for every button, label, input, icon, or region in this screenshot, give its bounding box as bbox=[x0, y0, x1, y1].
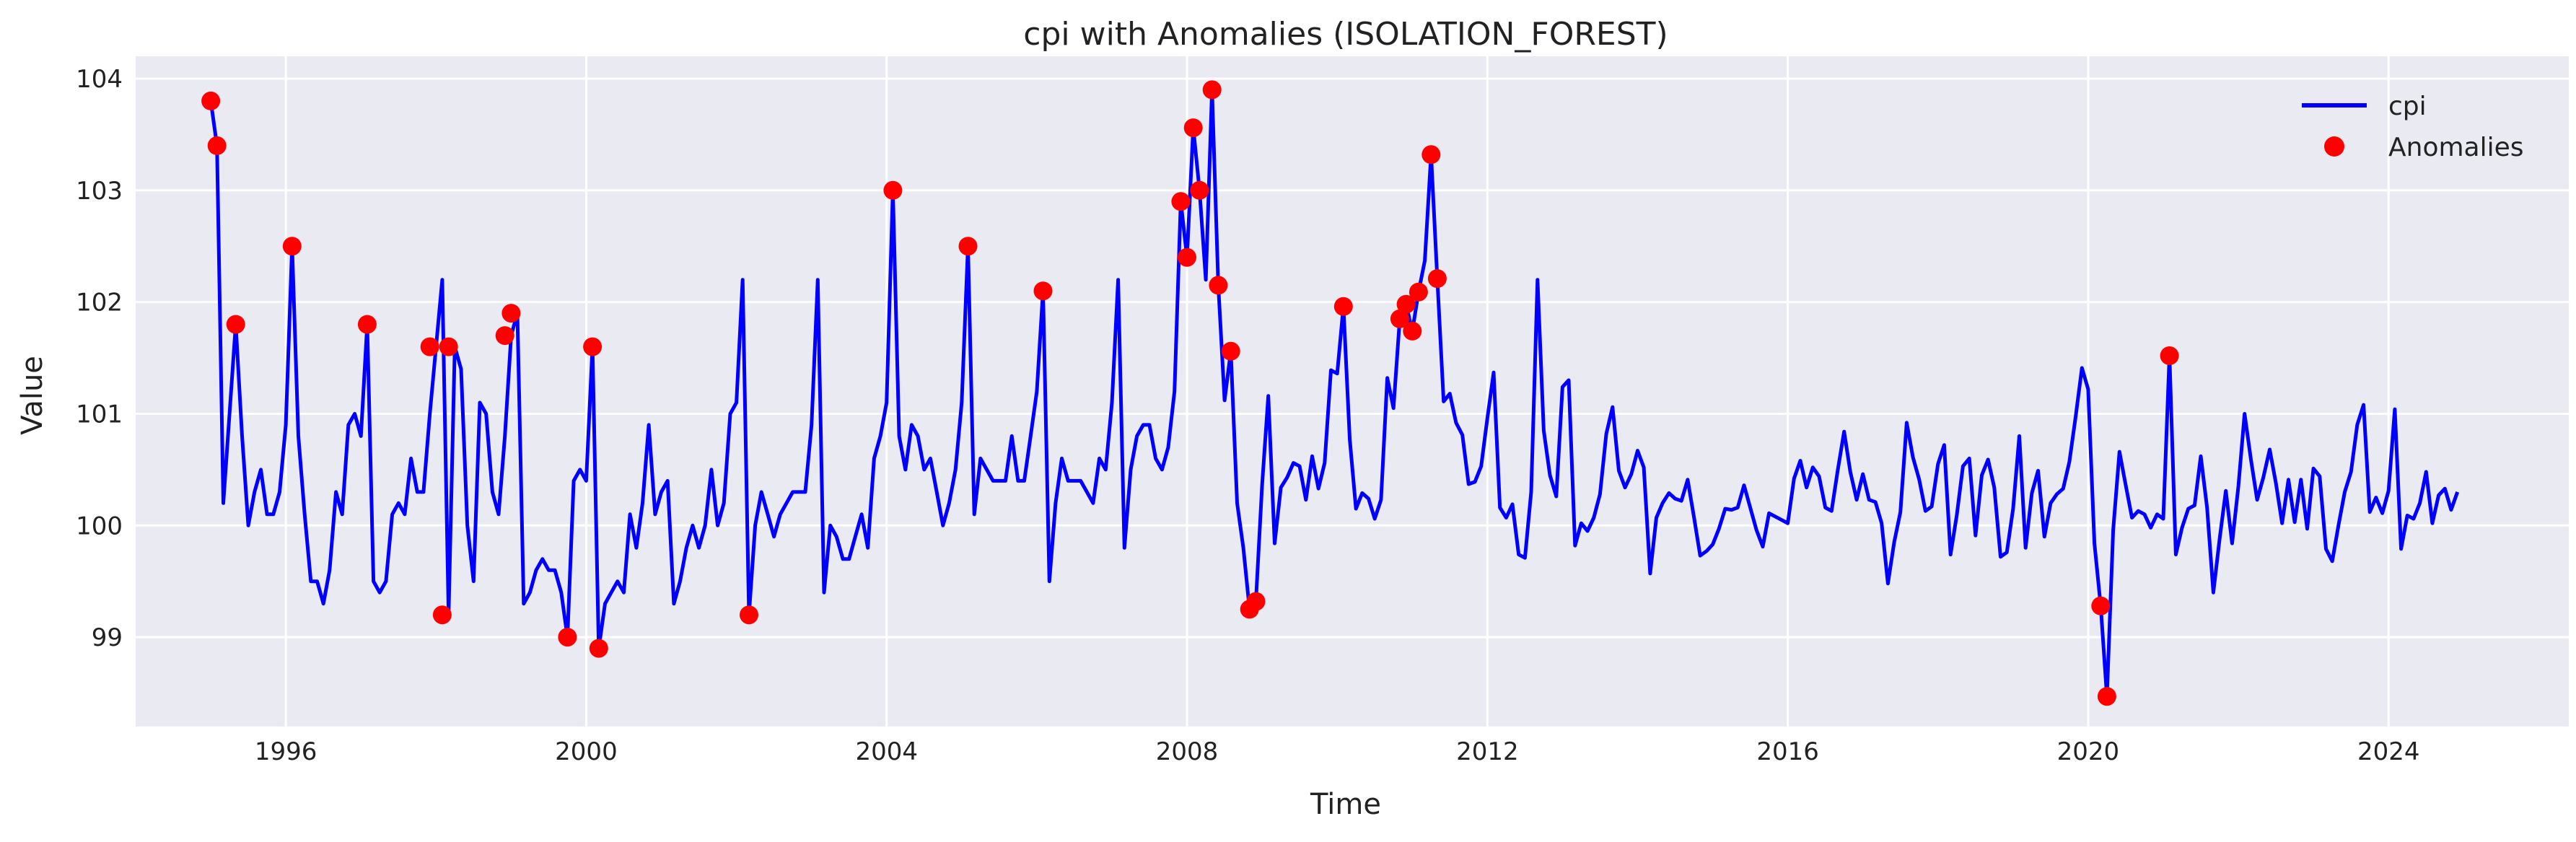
anomaly-point bbox=[1190, 180, 1209, 200]
chart-title: cpi with Anomalies (ISOLATION_FOREST) bbox=[1023, 16, 1668, 53]
anomaly-point bbox=[501, 304, 521, 323]
anomaly-point bbox=[495, 326, 514, 346]
anomaly-point bbox=[740, 605, 758, 625]
anomaly-point bbox=[201, 91, 221, 110]
y-tick-label: 100 bbox=[76, 512, 123, 540]
anomaly-point bbox=[439, 337, 458, 356]
anomaly-point bbox=[1409, 282, 1428, 302]
anomaly-point bbox=[1183, 118, 1203, 138]
x-tick-label: 2020 bbox=[2057, 737, 2120, 766]
anomaly-point bbox=[1202, 80, 1222, 100]
anomaly-point bbox=[357, 315, 377, 334]
anomaly-point bbox=[420, 337, 439, 356]
legend-label-cpi: cpi bbox=[2388, 92, 2427, 121]
anomaly-point bbox=[1390, 309, 1409, 328]
anomaly-point bbox=[1403, 321, 1422, 341]
anomaly-point bbox=[583, 337, 603, 356]
x-tick-label: 2012 bbox=[1456, 737, 1519, 766]
y-axis-label: Value bbox=[16, 356, 49, 435]
legend: cpi Anomalies bbox=[2302, 92, 2524, 162]
anomaly-point bbox=[958, 237, 978, 256]
x-tick-label: 1996 bbox=[255, 737, 317, 766]
tick-labels: 1996 2000 2004 2008 2012 2016 2020 2024 99 100 101… bbox=[76, 65, 2419, 766]
x-tick-label: 2008 bbox=[1156, 737, 1219, 766]
anomaly-point bbox=[1221, 341, 1240, 361]
series-layer bbox=[201, 80, 2460, 706]
anomaly-point bbox=[1033, 281, 1053, 301]
legend-label-anomalies: Anomalies bbox=[2388, 133, 2524, 162]
anomaly-point bbox=[558, 628, 577, 647]
anomaly-point bbox=[1421, 145, 1441, 165]
y-tick-label: 101 bbox=[76, 400, 123, 429]
anomaly-point bbox=[589, 639, 608, 658]
x-tick-label: 2016 bbox=[1756, 737, 1819, 766]
anomaly-point bbox=[1171, 192, 1191, 211]
anomaly-point bbox=[2097, 687, 2116, 706]
y-tick-label: 104 bbox=[76, 65, 123, 94]
grid bbox=[136, 56, 2569, 727]
anomaly-point bbox=[1209, 276, 1228, 295]
legend-marker-swatch bbox=[2324, 136, 2344, 157]
anomaly-point bbox=[1246, 592, 1266, 611]
x-tick-label: 2024 bbox=[2357, 737, 2420, 766]
anomaly-point bbox=[1178, 247, 1196, 267]
x-tick-label: 2000 bbox=[555, 737, 618, 766]
plot-area bbox=[136, 56, 2569, 727]
y-tick-label: 102 bbox=[76, 289, 123, 317]
anomaly-point bbox=[432, 605, 452, 625]
anomaly-point bbox=[1333, 297, 1353, 316]
anomaly-point bbox=[2091, 596, 2111, 615]
y-tick-label: 99 bbox=[92, 623, 123, 652]
anomaly-point bbox=[2160, 346, 2179, 365]
x-axis-label: Time bbox=[1310, 788, 1381, 821]
anomaly-point bbox=[207, 136, 227, 155]
anomaly-point bbox=[1427, 269, 1447, 289]
cpi-line bbox=[209, 87, 2460, 698]
y-tick-label: 103 bbox=[76, 177, 123, 206]
anomaly-point bbox=[226, 315, 245, 334]
x-tick-label: 2004 bbox=[855, 737, 918, 766]
anomaly-point bbox=[1396, 294, 1416, 314]
anomaly-point bbox=[282, 237, 302, 256]
anomaly-point bbox=[883, 180, 903, 200]
